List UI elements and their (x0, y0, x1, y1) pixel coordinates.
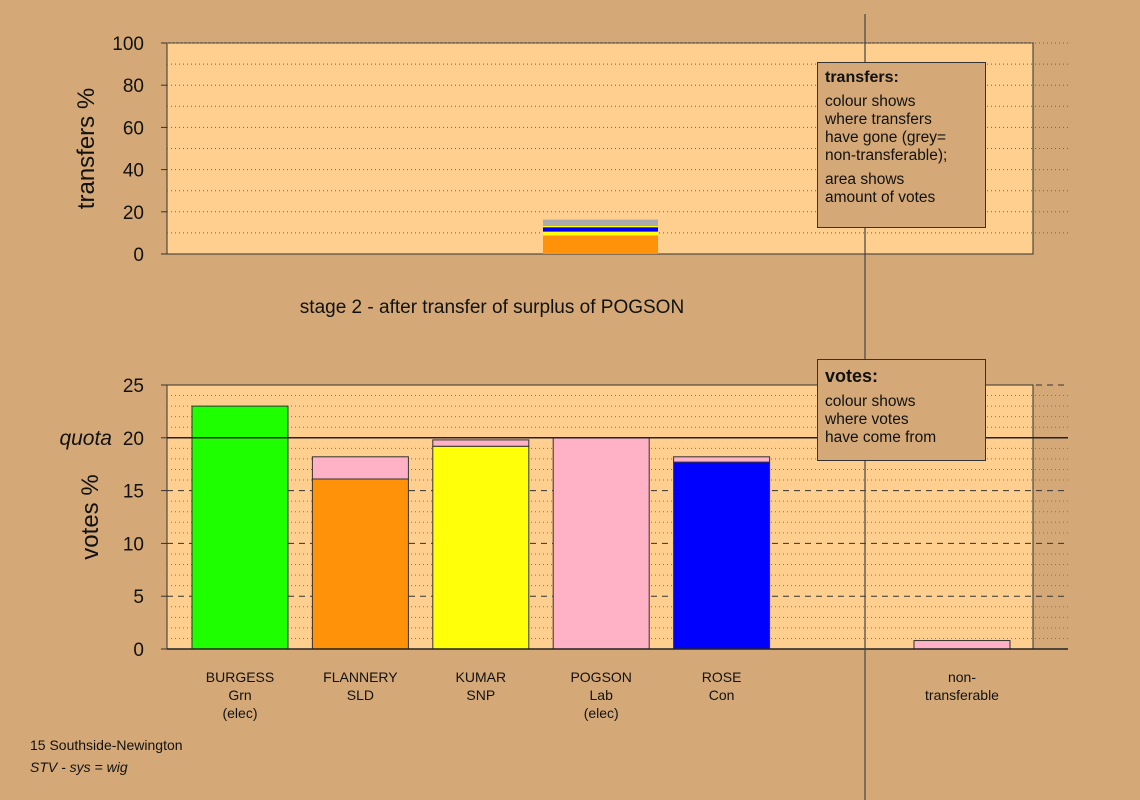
vote-bar-segment (191, 405, 289, 650)
candidate-party-label: Grn (228, 687, 251, 703)
votes-tick-label: 5 (133, 587, 144, 608)
votes-legend: votes: colour shows where votes have com… (817, 359, 986, 461)
transfer-segment (543, 219, 658, 226)
votes-legend-line: have come from (825, 429, 937, 446)
votes-legend-title: votes: (825, 366, 879, 386)
votes-tick-label: 10 (123, 534, 144, 555)
transfers-legend-line: amount of votes (825, 189, 936, 206)
candidate-status-label: (elec) (584, 705, 619, 721)
candidate-name-label: ROSE (702, 669, 742, 685)
transfers-legend: transfers: colour shows where transfers … (817, 62, 986, 228)
transfers-legend-line: where transfers (825, 111, 932, 128)
vote-bar-segment (673, 461, 771, 650)
transfers-tick-label: 0 (133, 245, 144, 266)
transfers-legend-title: transfers: (825, 69, 899, 86)
transfers-legend-line: non-transferable); (825, 147, 948, 164)
transfers-legend-line: area shows (825, 171, 905, 188)
transfer-segment (543, 227, 658, 232)
vote-bar-segment (432, 439, 530, 447)
vote-bar-segment (311, 478, 409, 650)
vote-bar-segment (311, 456, 409, 480)
transfers-tick-label: 100 (112, 34, 144, 55)
candidate-name-label: BURGESS (206, 669, 274, 685)
transfer-segment (543, 225, 658, 228)
votes-tick-label: 15 (123, 482, 144, 503)
transfer-segment (543, 231, 658, 236)
nontransferable-bar-segment (913, 640, 1011, 650)
system-label: STV - sys = wig (30, 759, 128, 775)
votes-tick-label: 25 (123, 376, 144, 397)
candidate-name-label: POGSON (570, 669, 631, 685)
candidate-name-label: FLANNERY (323, 669, 398, 685)
candidate-party-label: SNP (466, 687, 495, 703)
transfers-axis-label: transfers % (73, 88, 100, 209)
nontransferable-label: non- (948, 669, 976, 685)
transfers-tick-label: 80 (123, 76, 144, 97)
votes-legend-line: colour shows (825, 393, 916, 410)
candidate-party-label: Lab (590, 687, 614, 703)
candidate-party-label: SLD (347, 687, 374, 703)
stage-title: stage 2 - after transfer of surplus of P… (300, 297, 684, 318)
transfer-segment (543, 235, 658, 254)
transfers-tick-label: 60 (123, 118, 144, 139)
candidate-name-label: KUMAR (456, 669, 507, 685)
votes-tick-label: 20 (123, 429, 144, 450)
vote-bar-segment (432, 445, 530, 650)
transfers-legend-line: have gone (grey= (825, 129, 947, 146)
vote-bar-segment (673, 456, 771, 463)
votes-axis-label: votes % (77, 474, 104, 559)
candidate-party-label: Con (709, 687, 735, 703)
transfers-tick-label: 20 (123, 203, 144, 224)
votes-tick-label: 0 (133, 640, 144, 661)
ward-label: 15 Southside-Newington (30, 737, 183, 753)
vote-bar-segment (552, 437, 650, 650)
votes-legend-line: where votes (825, 411, 909, 428)
nontransferable-label: transferable (925, 687, 999, 703)
transfers-legend-line: colour shows (825, 93, 916, 110)
candidate-status-label: (elec) (222, 705, 257, 721)
quota-label: quota (59, 427, 112, 450)
transfers-tick-label: 40 (123, 161, 144, 182)
